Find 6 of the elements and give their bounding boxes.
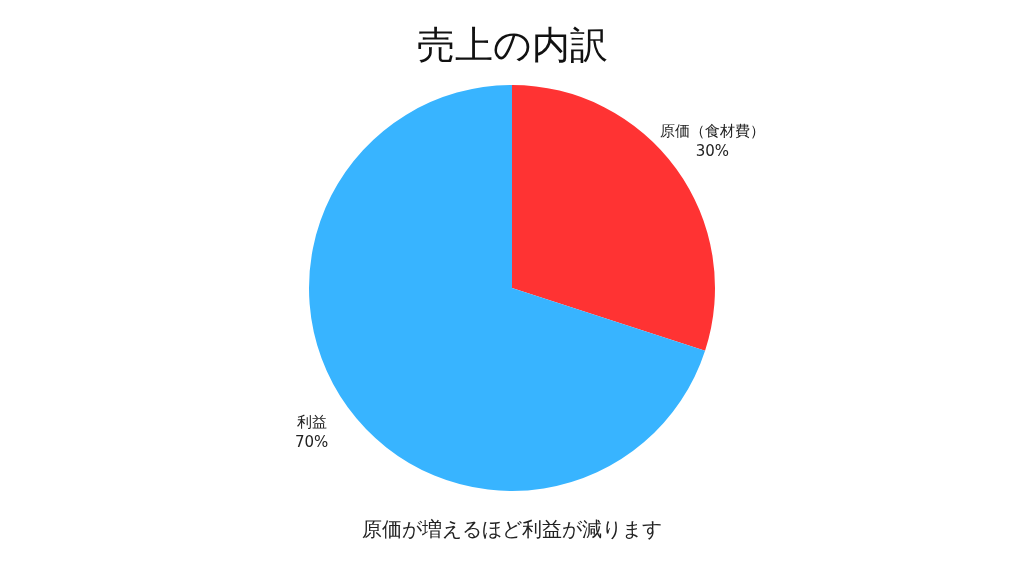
- chart-title: 売上の内訳: [415, 22, 609, 69]
- slice-label: 原価（食材費）: [659, 122, 765, 141]
- text: 原価が増えるほど利益が減ります: [361, 516, 663, 543]
- slice-label: 利益: [296, 413, 327, 432]
- data-label: 30%: [695, 142, 730, 161]
- data-label: 70%: [294, 433, 329, 452]
